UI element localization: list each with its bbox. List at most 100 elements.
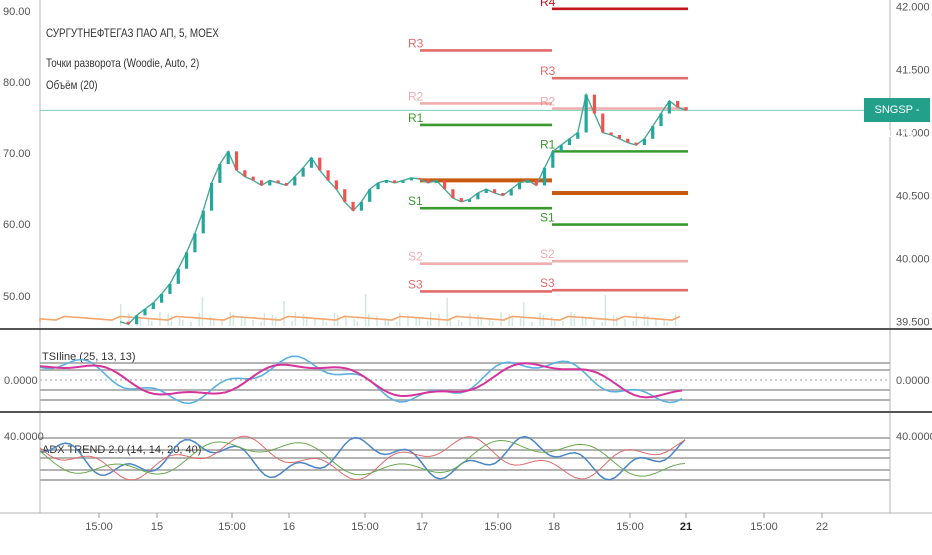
volume-bar — [260, 322, 262, 326]
volume-ma-line — [39, 315, 681, 322]
volume-bar — [601, 322, 603, 326]
price-candle — [193, 233, 197, 253]
time-tick-label: 22 — [816, 521, 828, 533]
price-candle — [393, 180, 397, 183]
pivot-label-s3: S3 — [408, 277, 423, 291]
volume-bar — [415, 317, 417, 326]
right-tick-label: 39.500 — [896, 317, 930, 329]
right-tick-label: 40.000 — [896, 254, 930, 266]
tsi-left-tick: 0.0000 — [4, 375, 38, 387]
adx-left-tick: 40.0000 — [4, 431, 44, 443]
price-candle — [634, 142, 638, 146]
time-tick-label: 16 — [283, 521, 295, 533]
volume-bar — [209, 317, 212, 326]
volume-bar — [325, 322, 328, 326]
adx-series-line — [39, 435, 686, 481]
price-candle — [642, 138, 646, 146]
volume-bar — [240, 316, 243, 326]
volume-bar — [252, 320, 254, 326]
price-candle — [459, 198, 463, 202]
last-price-tag: SNGSP - 41.175 — [864, 98, 930, 140]
volume-bar — [542, 315, 545, 326]
price-candle — [443, 180, 447, 190]
volume-bar — [221, 321, 223, 326]
volume-bar — [446, 298, 448, 326]
volume-bar — [353, 319, 355, 326]
volume-bar — [178, 318, 181, 326]
price-candle — [126, 321, 130, 325]
pivot-label-s2: S2 — [408, 250, 423, 264]
volume-bar — [426, 321, 429, 326]
time-tick-label: 21 — [680, 521, 692, 533]
price-candle — [135, 315, 139, 325]
price-candle — [359, 201, 363, 211]
volume-bar — [655, 318, 657, 326]
volume-bar — [356, 321, 359, 326]
time-tick-label: 15:00 — [616, 521, 644, 533]
price-candle — [451, 189, 455, 199]
pivot-label-s1: S1 — [540, 211, 555, 225]
price-candle — [576, 132, 580, 139]
right-tick-label: 42.000 — [896, 1, 930, 13]
volume-bar — [593, 320, 595, 326]
price-candle — [243, 170, 247, 177]
volume-bar — [213, 319, 215, 326]
tsi-title: TSIline (25, 13, 13) — [42, 351, 136, 363]
pivot-label-s1: S1 — [408, 194, 423, 208]
volume-bar — [275, 317, 277, 326]
left-tick-label: 80.00 — [3, 77, 31, 89]
volume-bar — [616, 317, 618, 326]
volume-bar — [449, 318, 452, 326]
price-candle — [293, 176, 297, 186]
legend-pivots: Точки разворота (Woodie, Auto, 2) — [46, 56, 200, 70]
price-candle — [551, 151, 555, 168]
volume-bar — [345, 317, 347, 326]
price-candle — [168, 283, 172, 294]
pivot-label-r2: R2 — [540, 94, 556, 108]
volume-bar — [384, 318, 386, 326]
volume-bar — [519, 318, 522, 326]
pivot-label-r2: R2 — [408, 89, 424, 103]
pivot-label-r1: R1 — [408, 111, 424, 125]
price-candle — [251, 176, 255, 181]
volume-bar — [531, 322, 533, 326]
time-tick-label: 17 — [416, 521, 428, 533]
volume-bar — [488, 319, 491, 326]
price-candle — [184, 252, 189, 269]
price-candle — [218, 164, 222, 183]
price-candle — [334, 180, 339, 190]
volume-bar — [283, 301, 285, 326]
volume-bar — [322, 320, 324, 326]
time-tick-label: 18 — [548, 521, 560, 533]
volume-bar — [147, 319, 150, 326]
price-candle — [384, 180, 388, 183]
left-tick-label: 50.00 — [3, 291, 31, 303]
price-candle — [343, 189, 347, 202]
price-candle — [667, 100, 671, 114]
price-candle — [426, 179, 430, 183]
volume-bar — [457, 320, 460, 326]
volume-bar — [539, 313, 541, 326]
time-tick-label: 15 — [151, 521, 163, 533]
volume-bar — [635, 312, 638, 326]
volume-bar — [581, 316, 584, 326]
price-candle — [284, 182, 289, 186]
price-candle — [201, 210, 205, 234]
price-candle — [160, 293, 164, 303]
volume-bar — [674, 313, 677, 326]
pivot-label-s3: S3 — [540, 276, 555, 290]
price-candle — [542, 167, 547, 186]
volume-bar — [480, 317, 483, 326]
volume-bar — [461, 322, 463, 326]
time-tick-label: 15:00 — [351, 521, 379, 533]
price-candle — [676, 100, 680, 108]
volume-bar — [387, 320, 390, 326]
pivot-label-r3: R3 — [540, 64, 556, 78]
volume-bar — [337, 315, 339, 326]
volume-bar — [663, 320, 665, 326]
volume-bar — [573, 314, 576, 326]
price-candle — [401, 180, 405, 183]
pivot-label-r1: R1 — [540, 137, 556, 151]
